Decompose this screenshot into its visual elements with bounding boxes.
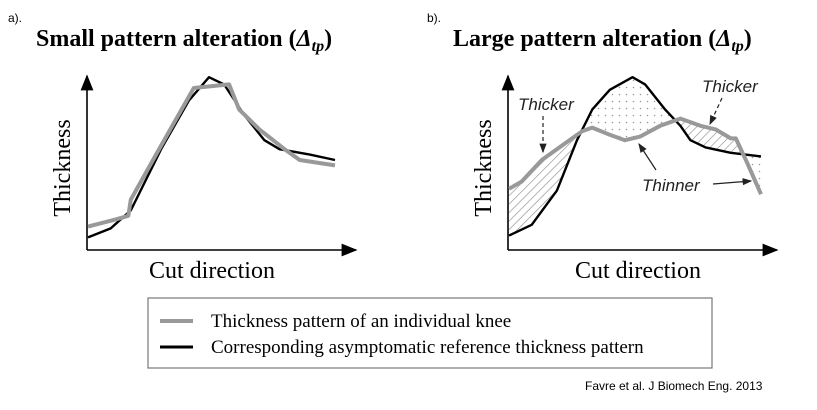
panel-b-label: b).	[427, 11, 441, 25]
legend-label-reference: Corresponding asymptomatic reference thi…	[211, 337, 644, 358]
legend-label-individual: Thickness pattern of an individual knee	[211, 311, 511, 332]
panel-a-title: Small pattern alteration (Δtp)	[36, 26, 332, 55]
annotation-thicker-right: Thicker	[702, 77, 759, 96]
panel-b-reference-line	[508, 76, 762, 237]
annotation-thicker-right-arrow	[709, 97, 723, 126]
citation: Favre et al. J Biomech Eng. 2013	[585, 379, 763, 393]
legend-box	[147, 297, 713, 369]
panel-b-y-label: Thickness	[471, 119, 497, 216]
annotation-thicker-left: Thicker	[518, 95, 575, 114]
panel-a-label: a).	[8, 11, 22, 25]
annotation-thinner: Thinner	[642, 176, 701, 195]
annotation-thinner-arrow-center	[638, 142, 657, 171]
panel-b-title: Large pattern alteration (Δtp)	[453, 26, 752, 55]
panel-a-individual-knee-line	[87, 82, 336, 229]
panel-b-x-label: Cut direction	[575, 258, 701, 284]
panel-a-y-label: Thickness	[50, 119, 76, 216]
panel-b-individual-knee-line	[508, 116, 763, 196]
panel-a-x-label: Cut direction	[149, 258, 275, 284]
annotation-thinner-arrow-right	[712, 178, 753, 186]
